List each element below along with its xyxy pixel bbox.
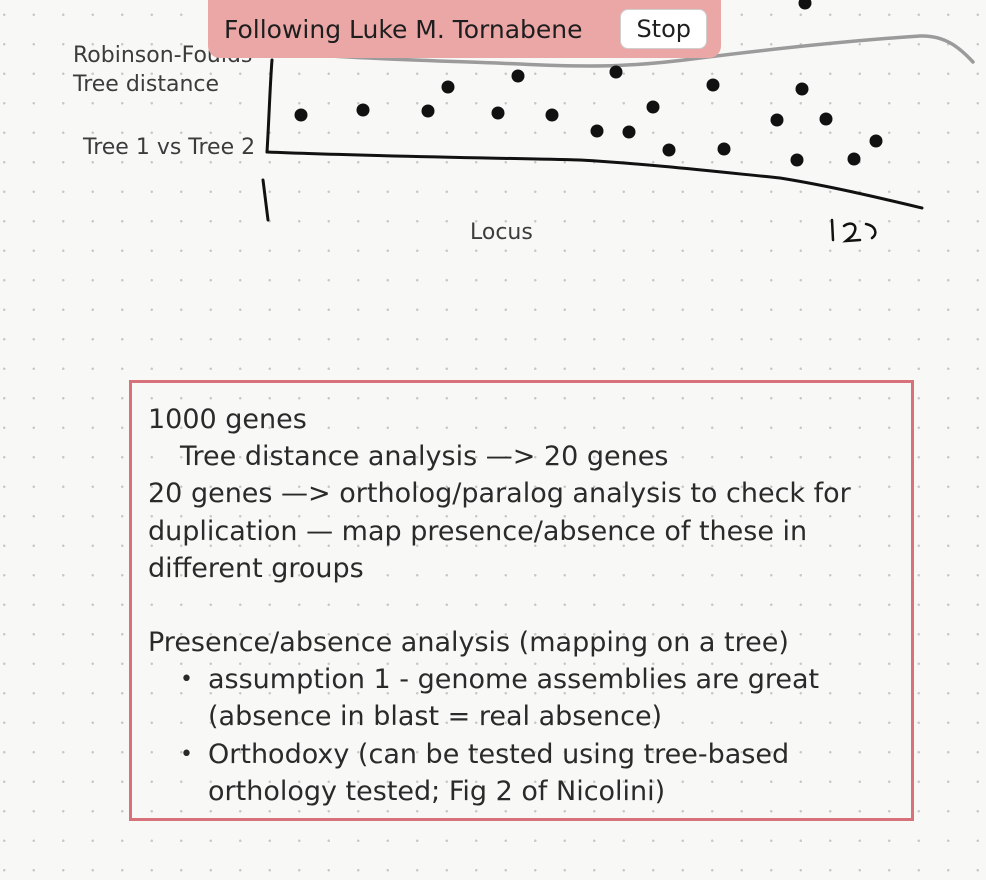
scatter-point-4: [609, 65, 623, 79]
y-axis-label-line2: Tree distance: [73, 72, 220, 97]
scatter-point-14: [622, 125, 636, 139]
note-line-1: 1000 genes: [148, 404, 307, 435]
scatter-point-5: [706, 78, 720, 92]
scatter-point-18: [717, 142, 731, 156]
scatter-points: [294, 0, 883, 167]
note-line-6: Presence/absence analysis (mapping on a …: [148, 627, 789, 659]
note-line-5: different groups: [148, 552, 364, 584]
scatter-point-15: [770, 113, 784, 127]
handwritten-number-120: [830, 218, 877, 243]
following-text: Following Luke M. Tornabene: [224, 14, 583, 44]
bullet-item-2-continued: orthology tested; Fig 2 of Nicolini): [208, 775, 666, 807]
bullet-item-1-continued: (absence in blast = real absence): [208, 701, 663, 733]
scatter-point-21: [869, 134, 883, 148]
scatter-point-7: [294, 108, 308, 122]
scatter-point-13: [590, 124, 604, 138]
scatter-point-10: [491, 106, 505, 120]
scatter-point-8: [356, 103, 370, 117]
scatter-point-6: [795, 82, 809, 96]
scatter-point-11: [545, 108, 559, 122]
following-banner: Following Luke M. Tornabene Stop: [208, 0, 721, 58]
comparison-label: Tree 1 vs Tree 2: [83, 135, 256, 160]
y-axis-stroke: [265, 58, 274, 154]
scatter-point-17: [662, 143, 676, 157]
x-axis-label: Locus: [470, 220, 533, 245]
scatter-point-16: [819, 112, 833, 126]
upper-curve-stroke: [256, 34, 975, 68]
notes-box: 1000 genes Tree distance analysis —> 20 …: [129, 380, 914, 821]
axis-tick-stroke: [261, 178, 270, 222]
scatter-point-20: [847, 152, 861, 166]
note-line-2: Tree distance analysis —> 20 genes: [180, 441, 669, 473]
note-line-3: 20 genes —> ortholog/paralog analysis to…: [148, 478, 851, 510]
scatter-point-12: [646, 100, 660, 114]
bullet-item-1: assumption 1 - genome assemblies are gre…: [148, 661, 897, 698]
note-line-4: duplication — map presence/absence of th…: [148, 515, 808, 547]
scatter-point-9: [421, 104, 435, 118]
bullet-item-2: Orthodoxy (can be tested using tree-base…: [148, 736, 897, 773]
baseline-stroke: [265, 150, 924, 210]
stop-following-button[interactable]: Stop: [620, 9, 707, 49]
note-blank-line: [148, 587, 897, 624]
scatter-point-19: [790, 153, 804, 167]
scatter-point-1: [798, 0, 812, 10]
scatter-point-3: [511, 69, 525, 83]
scatter-point-2: [441, 80, 455, 94]
